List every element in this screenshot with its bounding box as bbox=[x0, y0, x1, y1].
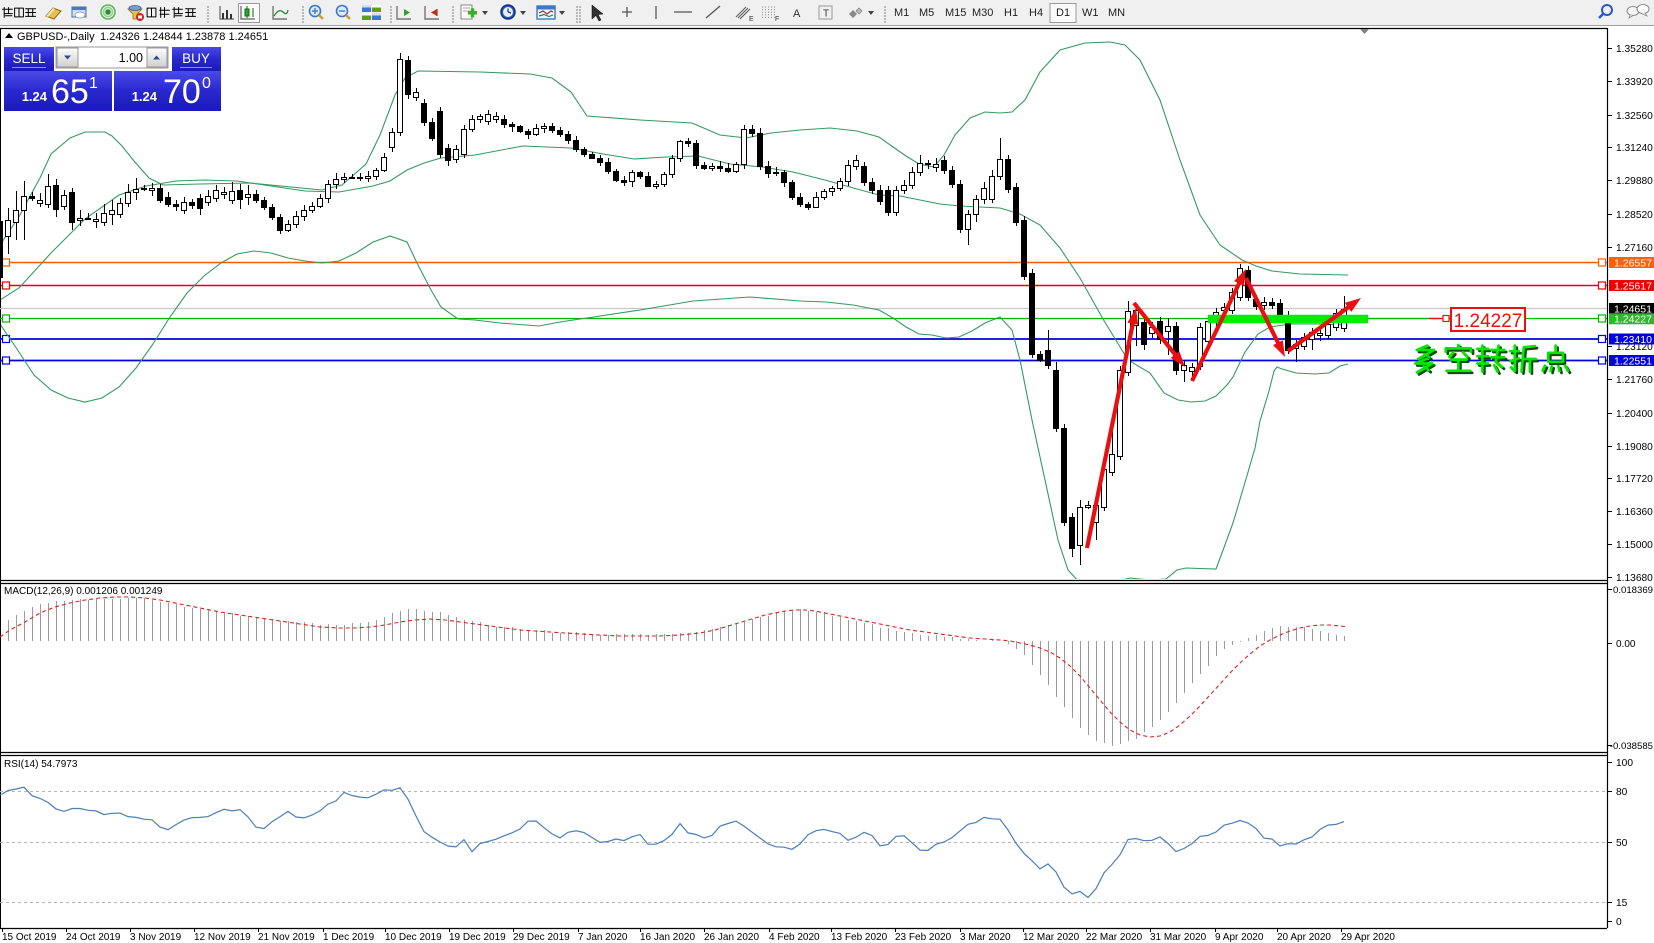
svg-text:1.19080: 1.19080 bbox=[1616, 442, 1653, 453]
svg-text:100: 100 bbox=[1616, 758, 1633, 769]
svg-text:1.25617: 1.25617 bbox=[1614, 280, 1652, 292]
svg-text:12 Nov 2019: 12 Nov 2019 bbox=[194, 932, 251, 943]
svg-text:BUY: BUY bbox=[182, 51, 210, 66]
svg-text:10 Dec 2019: 10 Dec 2019 bbox=[385, 932, 442, 943]
svg-text:1.24326 1.24844 1.23878 1.2465: 1.24326 1.24844 1.23878 1.24651 bbox=[100, 31, 268, 43]
svg-text:1.21760: 1.21760 bbox=[1616, 375, 1653, 386]
svg-text:3 Nov 2019: 3 Nov 2019 bbox=[130, 932, 182, 943]
svg-text:0: 0 bbox=[202, 75, 211, 92]
svg-text:1.26557: 1.26557 bbox=[1614, 257, 1652, 269]
svg-text:1.35280: 1.35280 bbox=[1616, 44, 1653, 55]
svg-text:E: E bbox=[749, 16, 754, 23]
svg-text:0.018369: 0.018369 bbox=[1613, 585, 1653, 596]
svg-text:1.24651: 1.24651 bbox=[1614, 303, 1652, 315]
svg-text:1.31240: 1.31240 bbox=[1616, 143, 1653, 154]
svg-text:1.23410: 1.23410 bbox=[1614, 334, 1652, 346]
svg-text:29 Apr 2020: 29 Apr 2020 bbox=[1341, 932, 1395, 943]
svg-text:16 Jan 2020: 16 Jan 2020 bbox=[640, 932, 695, 943]
svg-text:29 Dec 2019: 29 Dec 2019 bbox=[513, 932, 570, 943]
svg-text:4 Feb 2020: 4 Feb 2020 bbox=[769, 932, 820, 943]
svg-text:24 Oct 2019: 24 Oct 2019 bbox=[66, 932, 121, 943]
svg-text:7 Jan 2020: 7 Jan 2020 bbox=[578, 932, 628, 943]
svg-text:MACD(12,26,9) 0.001206 0.00124: MACD(12,26,9) 0.001206 0.001249 bbox=[4, 586, 163, 597]
svg-text:T: T bbox=[823, 9, 829, 20]
svg-text:1.17720: 1.17720 bbox=[1616, 474, 1653, 485]
svg-text:M30: M30 bbox=[972, 7, 993, 19]
svg-text:D1: D1 bbox=[1056, 7, 1070, 19]
svg-text:23 Feb 2020: 23 Feb 2020 bbox=[895, 932, 952, 943]
svg-text:1.23120: 1.23120 bbox=[1616, 342, 1653, 353]
svg-text:70: 70 bbox=[163, 73, 201, 111]
svg-text:1.27160: 1.27160 bbox=[1616, 243, 1653, 254]
svg-text:1.13680: 1.13680 bbox=[1616, 573, 1653, 584]
svg-text:1.28520: 1.28520 bbox=[1616, 210, 1653, 221]
svg-text:1.15000: 1.15000 bbox=[1616, 540, 1653, 551]
svg-text:26 Jan 2020: 26 Jan 2020 bbox=[704, 932, 759, 943]
svg-text:M5: M5 bbox=[919, 7, 934, 19]
svg-text:13 Feb 2020: 13 Feb 2020 bbox=[831, 932, 888, 943]
svg-text:1: 1 bbox=[89, 75, 98, 92]
svg-text:21 Nov 2019: 21 Nov 2019 bbox=[258, 932, 315, 943]
svg-text:A: A bbox=[793, 8, 801, 20]
svg-text:31 Mar 2020: 31 Mar 2020 bbox=[1150, 932, 1207, 943]
svg-text:19 Dec 2019: 19 Dec 2019 bbox=[449, 932, 506, 943]
svg-text:MN: MN bbox=[1108, 7, 1125, 19]
svg-text:1.24227: 1.24227 bbox=[1454, 311, 1523, 332]
svg-text:1.16360: 1.16360 bbox=[1616, 507, 1653, 518]
svg-text:M15: M15 bbox=[945, 7, 966, 19]
svg-text:1.24227: 1.24227 bbox=[1614, 314, 1652, 326]
svg-text:1.22551: 1.22551 bbox=[1614, 355, 1652, 367]
svg-text:3 Mar 2020: 3 Mar 2020 bbox=[960, 932, 1011, 943]
svg-text:F: F bbox=[775, 16, 779, 23]
svg-text:15 Oct 2019: 15 Oct 2019 bbox=[2, 932, 57, 943]
svg-text:1.33920: 1.33920 bbox=[1616, 77, 1653, 88]
svg-text:9 Apr 2020: 9 Apr 2020 bbox=[1215, 932, 1264, 943]
svg-text:RSI(14) 54.7973: RSI(14) 54.7973 bbox=[4, 759, 78, 770]
svg-text:SELL: SELL bbox=[12, 51, 46, 66]
svg-text:H1: H1 bbox=[1004, 7, 1018, 19]
svg-text:1.32560: 1.32560 bbox=[1616, 111, 1653, 122]
svg-text:65: 65 bbox=[51, 73, 89, 111]
svg-text:1.24: 1.24 bbox=[132, 89, 158, 104]
svg-text:1.00: 1.00 bbox=[119, 51, 143, 65]
svg-text:1.29880: 1.29880 bbox=[1616, 176, 1653, 187]
svg-text:20 Apr 2020: 20 Apr 2020 bbox=[1277, 932, 1331, 943]
svg-text:15: 15 bbox=[1616, 898, 1628, 909]
svg-text:0: 0 bbox=[1616, 917, 1622, 928]
svg-text:M1: M1 bbox=[894, 7, 909, 19]
svg-text:-0.038585: -0.038585 bbox=[1610, 741, 1653, 752]
svg-text:80: 80 bbox=[1616, 787, 1628, 798]
svg-text:0.00: 0.00 bbox=[1616, 639, 1636, 650]
svg-text:H4: H4 bbox=[1029, 7, 1043, 19]
svg-text:W1: W1 bbox=[1082, 7, 1099, 19]
svg-text:1.24: 1.24 bbox=[22, 89, 48, 104]
svg-text:50: 50 bbox=[1616, 838, 1628, 849]
svg-text:1.20400: 1.20400 bbox=[1616, 409, 1653, 420]
svg-text:12 Mar 2020: 12 Mar 2020 bbox=[1023, 932, 1080, 943]
svg-text:GBPUSD-,Daily: GBPUSD-,Daily bbox=[17, 31, 95, 43]
svg-text:1 Dec 2019: 1 Dec 2019 bbox=[323, 932, 375, 943]
svg-text:22 Mar 2020: 22 Mar 2020 bbox=[1086, 932, 1143, 943]
